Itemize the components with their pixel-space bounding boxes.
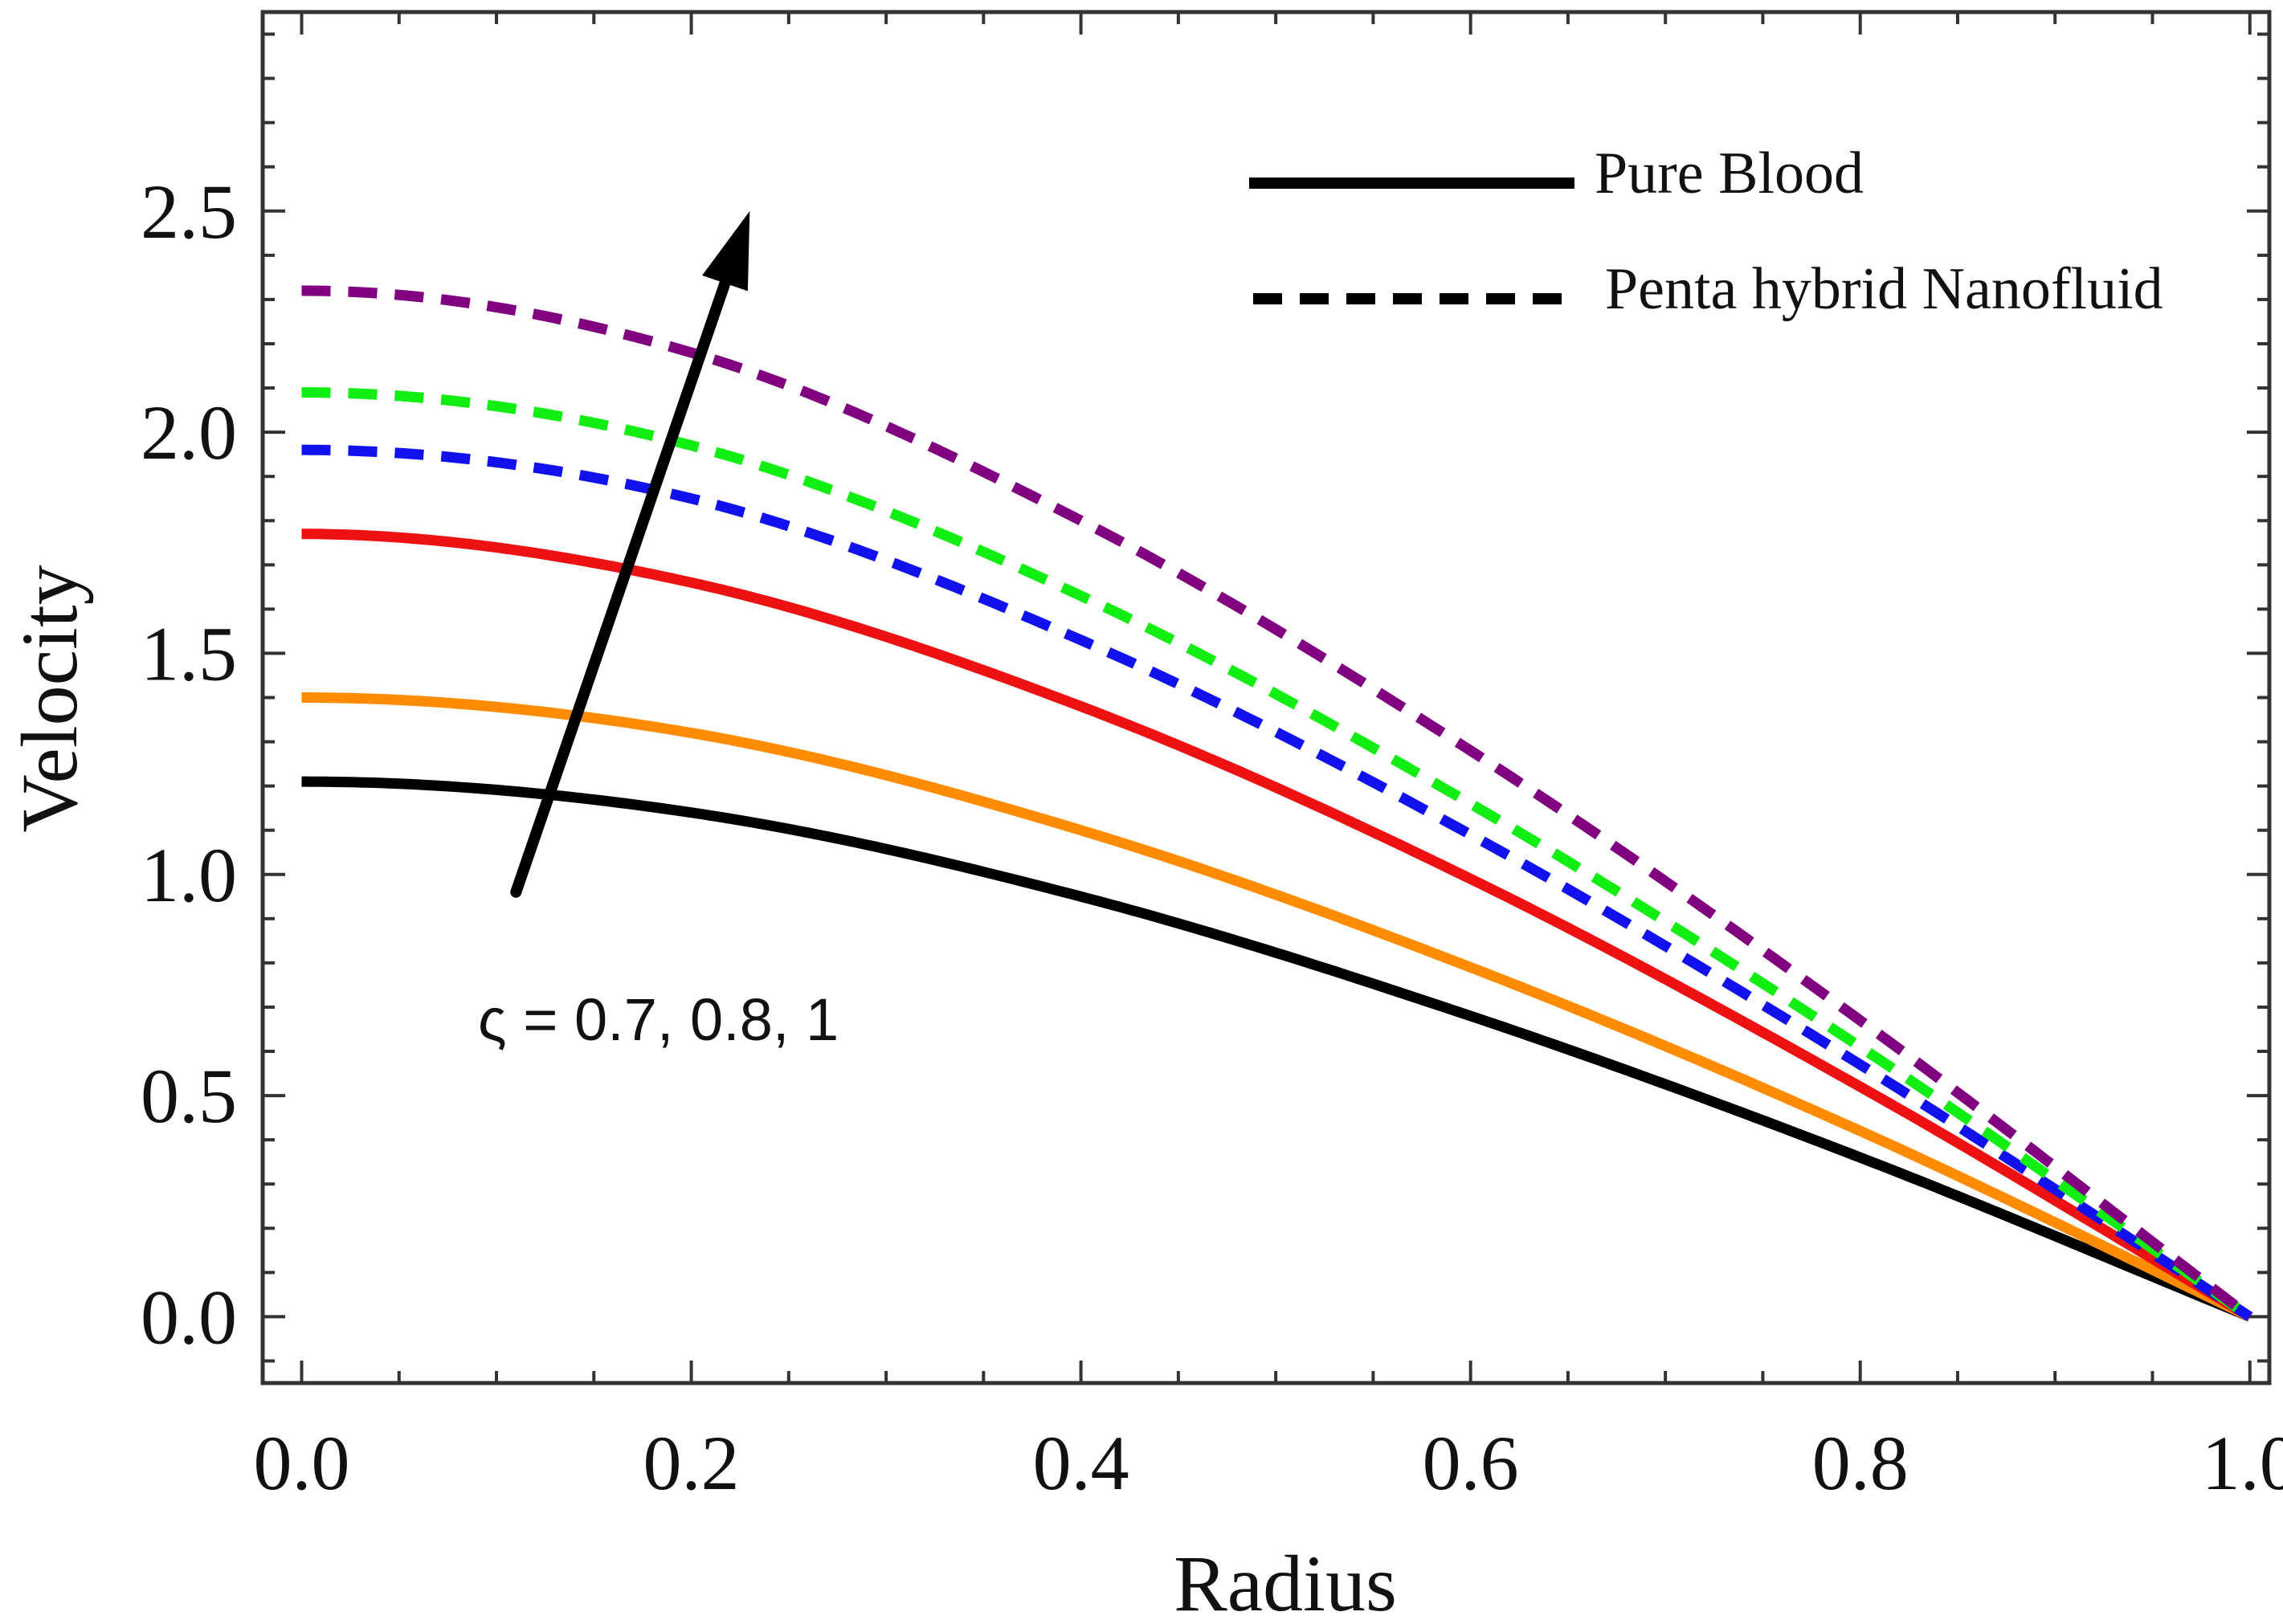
y-axis-title: Velocity (5, 565, 94, 832)
legend-label-pure-blood: Pure Blood (1595, 141, 1864, 206)
x-tick-label: 1.0 (2202, 1420, 2283, 1506)
y-tick-label: 2.0 (141, 390, 237, 475)
x-axis-title: Radius (1174, 1539, 1397, 1624)
axis-ticks (263, 12, 2269, 1383)
annotation-arrow-shaft (510, 277, 731, 898)
y-tick-label: 0.5 (141, 1053, 237, 1139)
y-tick-label: 1.0 (141, 832, 237, 918)
y-tick-label: 0.0 (141, 1274, 237, 1360)
annotation: ς = 0.7, 0.8, 1 (478, 210, 839, 1053)
annotation-label: ς = 0.7, 0.8, 1 (478, 986, 839, 1053)
y-tick-label: 1.5 (141, 610, 237, 696)
x-tick-label: 0.4 (1033, 1420, 1129, 1506)
annotation-arrow-head (702, 210, 750, 292)
x-tick-label: 0.2 (643, 1420, 740, 1506)
series-line-1 (301, 776, 2252, 1322)
series-group (301, 285, 2253, 1322)
legend-label-penta-hybrid: Penta hybrid Nanofluid (1605, 256, 2163, 322)
series-line-5 (301, 387, 2253, 1321)
series-line-4 (301, 444, 2253, 1321)
x-tick-label: 0.8 (1812, 1420, 1909, 1506)
axis-tick-labels: 0.0 0.2 0.4 0.6 0.8 1.0 0.0 0.5 1.0 1.5 2.0 2.5 (141, 169, 2283, 1506)
y-tick-label: 2.5 (141, 169, 237, 255)
legend: Pure Blood Penta hybrid Nanofluid (1249, 141, 2163, 322)
x-tick-label: 0.0 (254, 1420, 350, 1506)
x-tick-label: 0.6 (1423, 1420, 1519, 1506)
series-line-6 (301, 285, 2253, 1321)
series-line-2 (301, 692, 2252, 1322)
